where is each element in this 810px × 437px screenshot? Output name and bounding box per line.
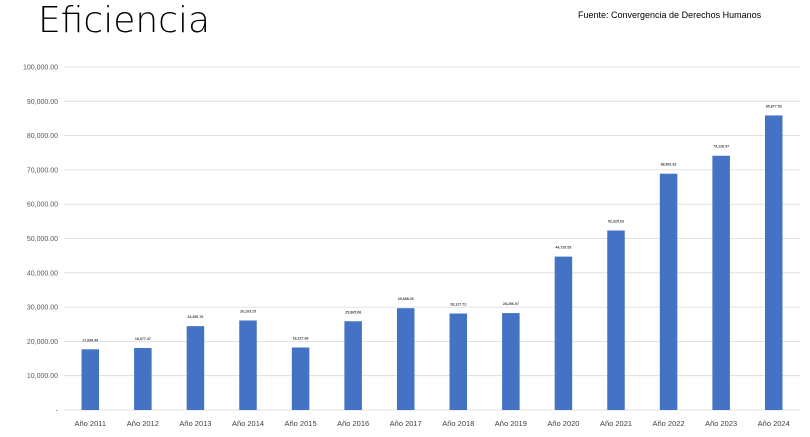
y-axis-ticks: - 10,000.00 20,000.00 30,000.00 40,000.00 50,… bbox=[23, 65, 59, 415]
bars bbox=[81, 115, 783, 411]
x-axis-ticks: Año 2011 Año 2012 Año 2013 Año 2014 Año 2015… bbox=[75, 419, 790, 428]
x-tick-label: Año 2012 bbox=[127, 419, 159, 428]
bar bbox=[396, 308, 415, 410]
bar bbox=[764, 115, 783, 411]
x-tick-label: Año 2016 bbox=[337, 419, 369, 428]
x-tick-label: Año 2015 bbox=[285, 419, 317, 428]
data-label: 18,077.47 bbox=[135, 337, 151, 341]
data-label: 26,103.15 bbox=[240, 309, 256, 313]
bar bbox=[502, 313, 520, 410]
y-tick-label: 60,000.00 bbox=[27, 202, 58, 209]
bar bbox=[239, 320, 257, 410]
source-note: Fuente: Convergencia de Derechos Humanos bbox=[578, 10, 762, 20]
x-tick-label: Año 2013 bbox=[179, 419, 211, 428]
x-tick-label: Año 2022 bbox=[653, 419, 685, 428]
x-tick-label: Año 2021 bbox=[600, 419, 632, 428]
bar bbox=[81, 349, 100, 410]
data-label: 18,227.66 bbox=[293, 336, 309, 340]
data-label: 28,256.07 bbox=[503, 302, 519, 306]
y-tick-label: 70,000.00 bbox=[27, 167, 58, 174]
x-tick-label: Año 2014 bbox=[232, 419, 264, 428]
data-label: 17,699.49 bbox=[82, 338, 98, 342]
x-tick-label: Año 2024 bbox=[758, 419, 790, 428]
data-label: 85,877.53 bbox=[766, 104, 782, 108]
y-tick-label: - bbox=[56, 408, 59, 415]
bar bbox=[554, 256, 573, 410]
data-label: 44,720.53 bbox=[555, 246, 571, 250]
y-tick-label: 90,000.00 bbox=[27, 99, 58, 106]
data-label: 28,127.72 bbox=[450, 303, 466, 307]
bar bbox=[344, 321, 362, 410]
data-label: 29,688.26 bbox=[398, 297, 414, 301]
data-label: 68,891.82 bbox=[661, 163, 677, 167]
x-tick-label: Año 2011 bbox=[75, 419, 107, 428]
x-tick-label: Año 2023 bbox=[705, 419, 737, 428]
bar bbox=[291, 347, 310, 410]
grid-lines bbox=[64, 66, 800, 411]
bar bbox=[449, 313, 468, 410]
chart-title: Eficiencia bbox=[38, 0, 211, 41]
y-tick-label: 30,000.00 bbox=[27, 305, 58, 312]
x-tick-label: Año 2019 bbox=[495, 419, 527, 428]
data-label: 25,865.08 bbox=[345, 310, 361, 314]
bar bbox=[186, 326, 205, 410]
bar bbox=[607, 230, 625, 410]
bar bbox=[134, 347, 152, 410]
y-tick-label: 100,000.00 bbox=[23, 65, 58, 72]
y-tick-label: 10,000.00 bbox=[27, 373, 58, 380]
y-tick-label: 80,000.00 bbox=[27, 133, 58, 140]
bar bbox=[659, 173, 678, 410]
x-tick-label: Año 2020 bbox=[547, 419, 579, 428]
data-label: 74,128.47 bbox=[713, 145, 729, 149]
y-tick-label: 20,000.00 bbox=[27, 339, 58, 346]
x-tick-label: Año 2018 bbox=[442, 419, 474, 428]
x-tick-label: Año 2017 bbox=[390, 419, 422, 428]
y-tick-label: 40,000.00 bbox=[27, 270, 58, 277]
bar bbox=[712, 155, 730, 410]
data-label: 24,450.76 bbox=[187, 315, 203, 319]
y-tick-label: 50,000.00 bbox=[27, 236, 58, 243]
data-labels: 17,699.49 18,077.47 24,450.76 26,103.15 18,2… bbox=[82, 104, 781, 342]
data-label: 52,325.03 bbox=[608, 220, 624, 224]
